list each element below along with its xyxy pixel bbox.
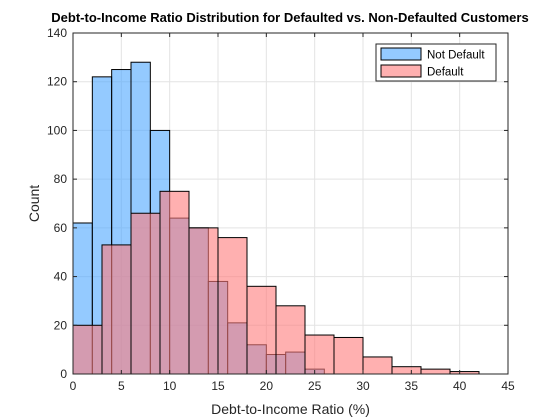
x-tick-label: 25 — [308, 379, 322, 393]
bar-default-3 — [159, 190, 190, 375]
legend-label-default: Default — [427, 67, 464, 79]
y-tick-label: 100 — [47, 123, 67, 137]
y-tick-label: 120 — [47, 75, 67, 89]
bar-default-12 — [420, 368, 451, 375]
bar-default-6 — [246, 285, 277, 375]
chart-title: Debt-to-Income Ratio Distribution for De… — [51, 10, 528, 25]
x-tick-label: 45 — [501, 379, 515, 393]
y-tick-label: 40 — [54, 270, 68, 284]
y-axis-label: Count — [26, 185, 42, 222]
x-tick-label: 20 — [260, 379, 274, 393]
legend-swatch-not-default — [380, 47, 422, 61]
x-tick-label: 35 — [405, 379, 419, 393]
y-tick-label: 60 — [54, 221, 68, 235]
bar-default-8 — [304, 334, 335, 375]
x-tick-label: 5 — [118, 379, 125, 393]
legend: Not Default Default — [375, 43, 497, 82]
bar-default-2 — [130, 212, 161, 375]
bar-default-7 — [275, 305, 306, 375]
bar-default-10 — [362, 356, 393, 375]
bar-default-5 — [217, 237, 248, 375]
y-tick-label: 140 — [47, 26, 67, 40]
x-axis-label: Debt-to-Income Ratio (%) — [211, 401, 370, 417]
bar-default-9 — [333, 336, 364, 375]
x-tick-label: 0 — [70, 379, 77, 393]
bar-default-4 — [188, 227, 219, 375]
x-tick-label: 40 — [453, 379, 467, 393]
legend-swatch-default — [380, 64, 422, 78]
x-tick-label: 10 — [163, 379, 177, 393]
bar-default-11 — [391, 366, 422, 375]
plot-frame — [72, 32, 509, 375]
axes: 0 5 10 15 20 25 30 35 40 45 0 20 40 60 80 100 120 140 — [47, 26, 515, 393]
x-tick-label: 30 — [356, 379, 370, 393]
bar-default-1 — [101, 244, 132, 375]
legend-label-not-default: Not Default — [427, 50, 485, 62]
y-tick-label: 20 — [54, 318, 68, 332]
x-tick-label: 15 — [211, 379, 225, 393]
y-tick-label: 80 — [54, 172, 68, 186]
bar-default-0 — [72, 324, 103, 375]
y-tick-label: 0 — [60, 367, 67, 381]
